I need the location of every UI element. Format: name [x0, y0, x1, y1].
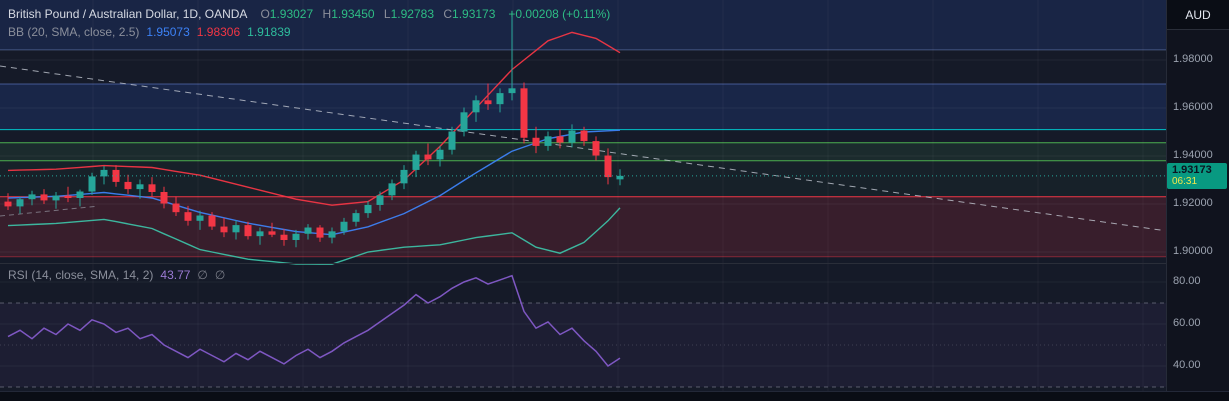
candle — [592, 141, 600, 156]
candle — [316, 227, 324, 238]
candle — [556, 136, 564, 143]
rsi-axis-label: 60.00 — [1173, 317, 1201, 329]
bottom-bar — [0, 391, 1229, 401]
candle — [304, 227, 312, 234]
rsi-axis-label: 40.00 — [1173, 359, 1201, 371]
candle — [256, 231, 264, 237]
zone-upper-blue-zone — [0, 0, 1167, 50]
candle — [544, 136, 552, 146]
candle — [412, 154, 420, 170]
bb-lower-value: 1.91839 — [247, 25, 291, 39]
zone-green-band — [0, 142, 1167, 161]
rsi-indicator-label[interactable]: RSI (14, close, SMA, 14, 2) — [8, 268, 154, 282]
open-value: 1.93027 — [269, 7, 314, 21]
candle — [400, 169, 408, 184]
candle — [388, 183, 396, 196]
candle — [40, 194, 48, 201]
candle — [160, 192, 168, 204]
current-price-value: 1.93173 — [1172, 163, 1212, 176]
candle — [496, 93, 504, 105]
trendline — [0, 65, 1164, 231]
candle — [136, 184, 144, 190]
rsi-axis-label: 80.00 — [1173, 275, 1201, 287]
low-value: 1.92783 — [390, 7, 434, 21]
price-axis-label: 1.90000 — [1173, 245, 1213, 257]
candle — [520, 88, 528, 138]
rsi-hidden-value-icon: ∅ — [197, 268, 208, 282]
rsi-value: 43.77 — [160, 268, 191, 282]
candle — [232, 225, 240, 233]
candle — [376, 195, 384, 205]
trendline — [0, 205, 96, 217]
candle — [364, 204, 372, 214]
candle — [208, 215, 216, 227]
candle — [460, 112, 468, 132]
price-axis-label: 1.92000 — [1173, 197, 1213, 209]
candle — [424, 154, 432, 160]
currency-label[interactable]: AUD — [1167, 0, 1229, 30]
candle — [472, 100, 480, 113]
symbol-legend: British Pound / Australian Dollar, 1D, O… — [8, 5, 610, 41]
candle — [196, 215, 204, 221]
symbol-title[interactable]: British Pound / Australian Dollar, 1D, O… — [8, 7, 248, 21]
bollinger-line — [7, 207, 621, 265]
candle — [340, 221, 348, 232]
price-chart-canvas[interactable] — [0, 0, 1167, 392]
bb-indicator-label[interactable]: BB (20, SMA, close, 2.5) — [8, 25, 140, 39]
candle — [568, 130, 576, 143]
bar-countdown: 06:31 — [1172, 175, 1198, 187]
candle — [16, 199, 24, 207]
zone-supply-blue-zone — [0, 84, 1167, 130]
chart-region[interactable]: British Pound / Australian Dollar, 1D, O… — [0, 0, 1167, 392]
high-value: 1.93450 — [331, 7, 375, 21]
candle — [4, 201, 12, 207]
bb-basis-value: 1.95073 — [146, 25, 190, 39]
candle — [184, 212, 192, 221]
rsi-hidden-value-icon: ∅ — [214, 268, 226, 282]
candle — [148, 184, 156, 192]
candle — [100, 169, 108, 177]
bollinger-line — [7, 31, 621, 206]
rsi-legend: RSI (14, close, SMA, 14, 2) 43.77 ∅ ∅ — [8, 266, 225, 284]
candle — [292, 233, 300, 240]
candle — [280, 234, 288, 240]
candle — [76, 191, 84, 198]
candle — [220, 226, 228, 233]
price-axis-label: 1.96000 — [1173, 101, 1213, 113]
candle — [616, 175, 624, 180]
rsi-line — [7, 274, 621, 367]
candle — [28, 194, 36, 200]
bb-upper-value: 1.98306 — [196, 25, 241, 39]
candle — [52, 195, 60, 201]
candle — [64, 195, 72, 198]
candle — [172, 203, 180, 213]
candle — [244, 225, 252, 237]
candle — [580, 130, 588, 142]
price-axis[interactable]: AUD 1.93173 06:31 1.98000 1.96000 1.94000 1… — [1166, 0, 1229, 401]
price-axis-label: 1.94000 — [1173, 149, 1213, 161]
candle — [436, 149, 444, 160]
candle — [508, 88, 516, 94]
current-price-badge: 1.93173 06:31 — [1167, 162, 1227, 189]
candle — [484, 100, 492, 105]
candle — [124, 181, 132, 190]
candle — [268, 231, 276, 235]
candle — [604, 155, 612, 178]
close-value: 1.93173 — [452, 7, 496, 21]
change-value: +0.00208 (+0.11%) — [508, 7, 611, 21]
bollinger-line — [7, 129, 621, 236]
candle — [352, 213, 360, 222]
zone-green-soft-zone — [0, 160, 1167, 197]
candle — [88, 176, 96, 192]
ohlc-values: O1.93027 H1.93450 L1.92783 C1.93173 — [260, 7, 496, 21]
candle — [532, 137, 540, 146]
candle — [448, 131, 456, 150]
candle — [328, 231, 336, 238]
price-axis-label: 1.98000 — [1173, 53, 1213, 65]
